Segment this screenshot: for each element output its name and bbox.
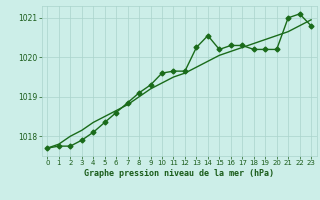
X-axis label: Graphe pression niveau de la mer (hPa): Graphe pression niveau de la mer (hPa) (84, 169, 274, 178)
